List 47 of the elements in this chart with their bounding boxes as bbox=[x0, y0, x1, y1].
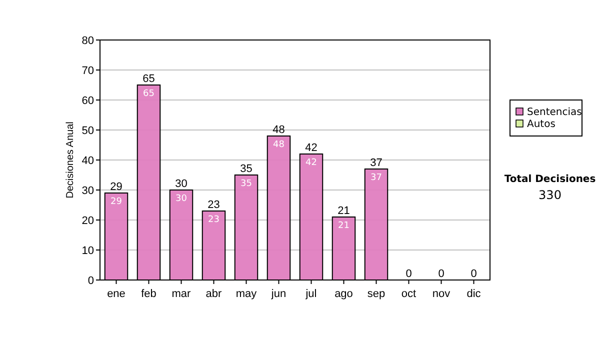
y-tick-label: 20 bbox=[82, 215, 94, 227]
x-tick-label: nov bbox=[432, 288, 451, 300]
total-label: 42 bbox=[305, 142, 318, 154]
x-tick-label: may bbox=[236, 288, 258, 300]
x-tick-label: mar bbox=[172, 288, 192, 300]
total-label: 48 bbox=[272, 124, 285, 136]
x-tick-label: jun bbox=[270, 288, 286, 300]
total-label: 65 bbox=[142, 73, 155, 85]
y-tick-label: 80 bbox=[82, 35, 94, 47]
total-label: 21 bbox=[338, 205, 350, 217]
y-tick-label: 10 bbox=[82, 245, 94, 257]
total-label: 29 bbox=[110, 181, 122, 193]
y-tick-label: 70 bbox=[82, 65, 94, 77]
total-label: 0 bbox=[406, 268, 412, 280]
x-tick-label: oct bbox=[401, 288, 416, 300]
y-tick-label: 30 bbox=[82, 185, 94, 197]
data-label: 29 bbox=[110, 197, 122, 207]
data-label: 48 bbox=[273, 140, 285, 150]
data-label: 37 bbox=[370, 173, 382, 183]
total-label: 0 bbox=[438, 268, 444, 280]
text: Total Decisiones bbox=[504, 174, 596, 185]
legend-label: Sentencias bbox=[527, 107, 582, 118]
data-label: 23 bbox=[208, 215, 220, 225]
text: 330 bbox=[538, 188, 562, 202]
total-label: 37 bbox=[370, 157, 382, 169]
x-tick-label: ago bbox=[334, 288, 353, 300]
total-label: 30 bbox=[175, 178, 188, 190]
total-label: 35 bbox=[240, 163, 252, 175]
data-label: 30 bbox=[176, 194, 188, 204]
total-label: 23 bbox=[208, 199, 220, 211]
x-tick-label: jul bbox=[304, 288, 317, 300]
x-tick-label: feb bbox=[141, 288, 156, 300]
data-label: 42 bbox=[306, 158, 317, 168]
data-label: 35 bbox=[240, 179, 252, 189]
total-label: 0 bbox=[470, 268, 477, 280]
x-tick-label: sep bbox=[367, 288, 386, 300]
y-tick-label: 40 bbox=[82, 155, 94, 167]
y-tick-label: 50 bbox=[82, 125, 94, 137]
x-tick-label: abr bbox=[206, 288, 222, 300]
legend-label: Autos bbox=[527, 119, 556, 130]
y-tick-label: 0 bbox=[88, 275, 94, 287]
data-label: 21 bbox=[338, 221, 350, 231]
x-tick-label: ene bbox=[107, 288, 126, 300]
x-tick-label: dic bbox=[466, 288, 482, 300]
y-axis-title: Decisiones Anual bbox=[65, 122, 76, 198]
y-tick-label: 60 bbox=[82, 95, 94, 107]
data-label: 65 bbox=[143, 89, 154, 99]
